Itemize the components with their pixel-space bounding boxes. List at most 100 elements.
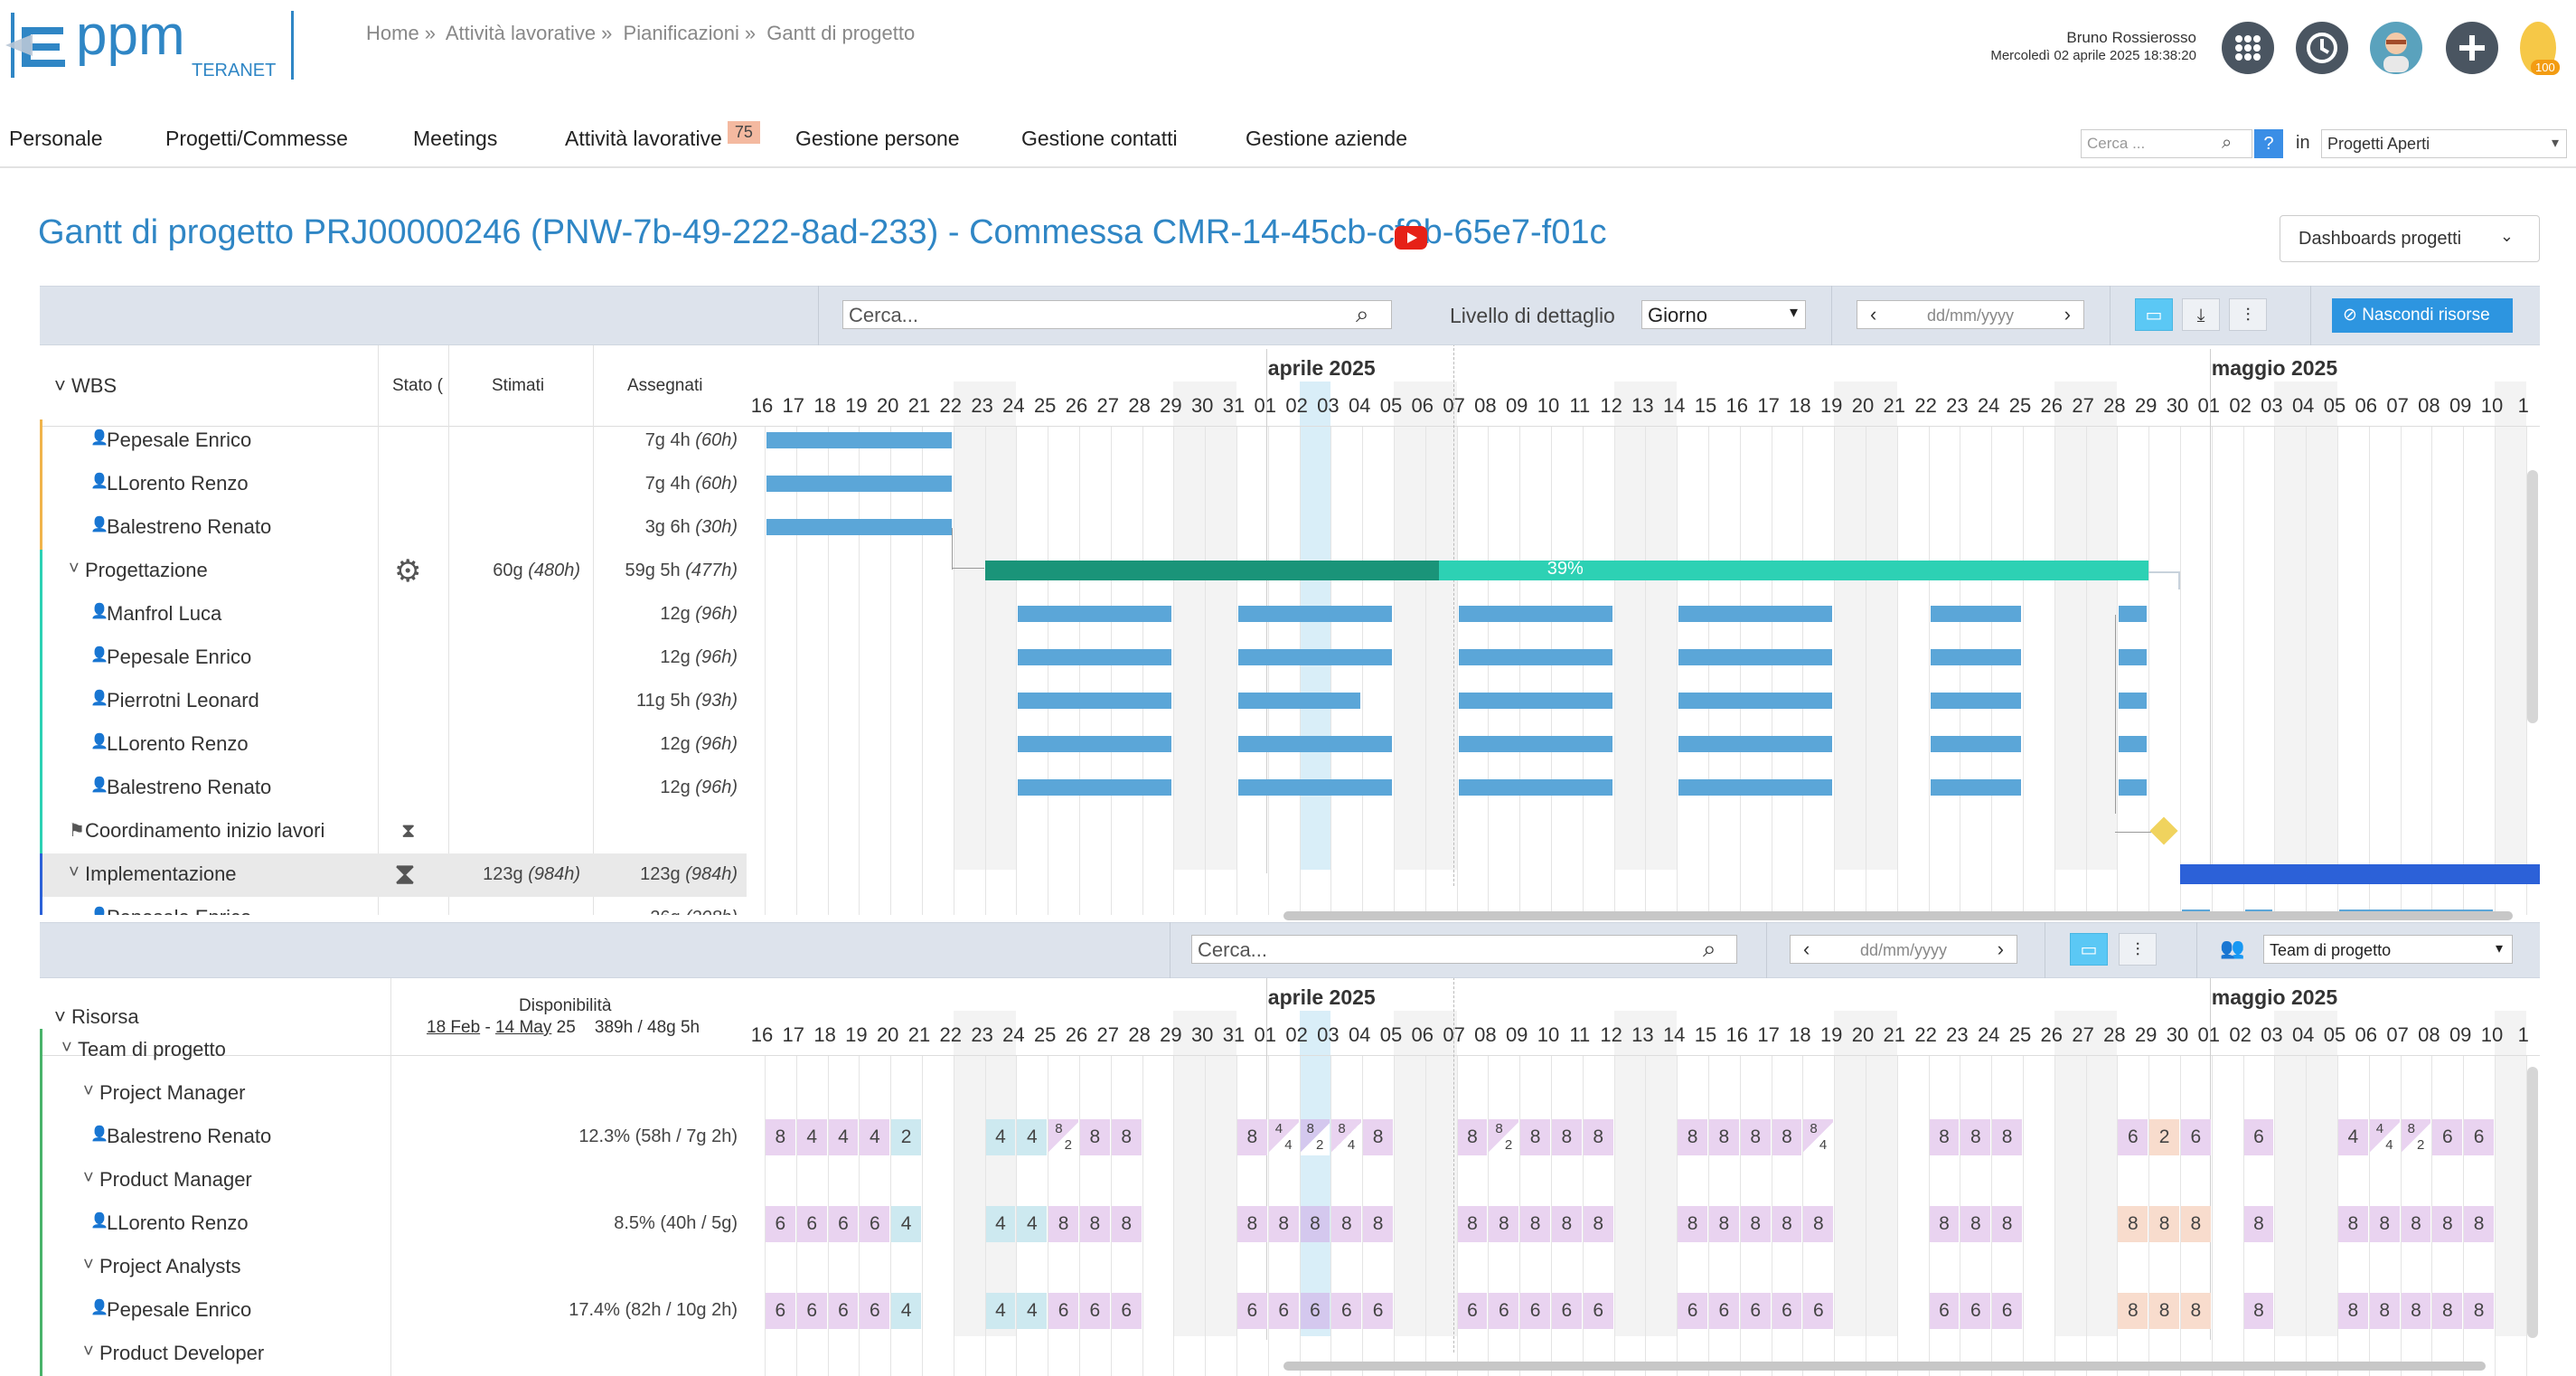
allocation-cell[interactable]: 8 [1552, 1206, 1582, 1242]
allocation-cell[interactable]: 2 [2149, 1119, 2179, 1155]
allocation-cell[interactable]: 8 [1331, 1206, 1362, 1242]
allocation-cell[interactable]: 6 [1992, 1293, 2022, 1329]
allocation-cell[interactable]: 8 [1992, 1119, 2022, 1155]
task-bar[interactable] [1238, 693, 1361, 709]
menu-meetings[interactable]: Meetings [413, 127, 498, 150]
wbs-row[interactable]: 👤 Pepesale Enrico 7g 4h (60h) [40, 419, 747, 463]
stimati-header[interactable]: Stimati [492, 376, 545, 395]
allocation-cell[interactable]: 6 [2181, 1119, 2211, 1155]
allocation-cell[interactable]: 6 [1111, 1293, 1142, 1329]
bottom-vertical-scrollbar[interactable] [2527, 1067, 2538, 1338]
allocation-cell[interactable]: 8 [2338, 1206, 2368, 1242]
task-bar[interactable] [2119, 693, 2148, 709]
wbs-row[interactable]: 👤 Balestreno Renato 12g (96h) [40, 767, 747, 810]
task-bar[interactable] [1018, 779, 1172, 796]
task-bar[interactable] [1458, 779, 1612, 796]
range-to[interactable]: 14 May [495, 1018, 552, 1037]
task-bar[interactable] [2119, 736, 2148, 752]
task-bar[interactable] [1238, 779, 1392, 796]
chevron-down-icon[interactable]: ˅ [83, 1081, 94, 1101]
allocation-cell[interactable]: 8 [1363, 1119, 1393, 1155]
allocation-cell[interactable]: 8 [1960, 1119, 1991, 1155]
task-bar[interactable] [1458, 606, 1612, 622]
allocation-cell[interactable]: 6 [1520, 1293, 1550, 1329]
allocation-cell[interactable]: 6 [1268, 1293, 1299, 1329]
allocation-cell[interactable]: 6 [796, 1293, 827, 1329]
project-filter-select[interactable]: Progetti Aperti ▾ [2321, 129, 2567, 158]
task-bar[interactable] [1678, 779, 1833, 796]
allocation-cell[interactable]: 8 [2118, 1293, 2148, 1329]
allocation-cell[interactable]: 8 [1520, 1119, 1550, 1155]
resource-row[interactable]: ˅ Product Manager [40, 1159, 747, 1202]
chevron-down-icon[interactable]: ˅ [69, 559, 80, 579]
allocation-cell[interactable]: 8 [1772, 1206, 1802, 1242]
allocation-cell[interactable]: 4 [891, 1206, 921, 1242]
task-bar[interactable] [1678, 736, 1833, 752]
chevron-down-icon[interactable]: ˅ [83, 1255, 94, 1275]
task-bar[interactable] [1930, 606, 2021, 622]
allocation-cell[interactable]: 8 [2401, 1206, 2431, 1242]
allocation-cell[interactable]: 6 [1363, 1293, 1393, 1329]
allocation-cell[interactable]: 8 [1803, 1206, 1834, 1242]
allocation-cell[interactable]: 4 [2338, 1119, 2368, 1155]
allocation-cell[interactable]: 4 [828, 1119, 859, 1155]
task-bar[interactable] [2119, 649, 2148, 665]
comment-toggle-icon[interactable]: ▭ [2135, 298, 2173, 331]
resource-row[interactable]: 👤 Pepesale Enrico 17.4% (82h / 10g 2h) [40, 1289, 747, 1333]
allocation-cell[interactable]: 8 [2118, 1206, 2148, 1242]
allocation-cell[interactable]: 4 [891, 1293, 921, 1329]
risorsa-header[interactable]: ˅ Risorsa [54, 1005, 139, 1029]
allocation-cell[interactable]: 6 [766, 1293, 795, 1329]
menu-search-input[interactable]: Cerca ... [2081, 129, 2252, 158]
allocation-cell[interactable]: 8 [1583, 1119, 1613, 1155]
allocation-cell[interactable]: 8 [1268, 1206, 1299, 1242]
detail-level-select[interactable]: Giorno ▾ [1641, 300, 1806, 329]
task-bar[interactable] [1238, 736, 1392, 752]
allocation-cell[interactable]: 8 [2181, 1293, 2211, 1329]
dashboards-button[interactable]: Dashboards progetti ⌄ [2280, 215, 2540, 262]
allocation-cell[interactable]: 6 [2432, 1119, 2463, 1155]
wbs-row[interactable]: 👤 Pepesale Enrico 12g (96h) [40, 636, 747, 680]
menu-attivita[interactable]: Attività lavorative 75 [565, 121, 760, 151]
task-bar[interactable] [766, 432, 952, 448]
allocation-cell[interactable]: 6 [860, 1206, 890, 1242]
next-date-icon[interactable]: › [1997, 938, 2004, 960]
menu-gestione-persone[interactable]: Gestione persone [795, 127, 960, 150]
task-bar[interactable] [1018, 693, 1172, 709]
allocation-cell[interactable]: 8 [1111, 1119, 1142, 1155]
allocation-cell[interactable]: 4 [1017, 1119, 1048, 1155]
task-bar[interactable] [766, 519, 952, 535]
chevron-down-icon[interactable]: ˅ [61, 1038, 72, 1058]
chevron-down-icon[interactable]: ˅ [69, 862, 80, 882]
prev-date-icon[interactable]: ‹ [1870, 303, 1877, 325]
allocation-cell[interactable]: 8 [1080, 1206, 1110, 1242]
wbs-row[interactable]: 👤 LLorento Renzo 7g 4h (60h) [40, 463, 747, 506]
date-picker[interactable]: ‹ dd/mm/yyyy › [1857, 300, 2084, 329]
allocation-cell[interactable]: 6 [1489, 1293, 1519, 1329]
allocation-cell[interactable]: 8 [1740, 1206, 1771, 1242]
allocation-cell[interactable]: 6 [1457, 1293, 1488, 1329]
allocation-cell[interactable]: 8 [2432, 1206, 2463, 1242]
menu-progetti[interactable]: Progetti/Commesse [165, 127, 348, 150]
allocation-cell[interactable]: 8 [1992, 1206, 2022, 1242]
search-icon[interactable]: ⌕ [2222, 133, 2233, 153]
plus-icon[interactable] [2446, 22, 2498, 74]
allocation-cell[interactable]: 2 [891, 1119, 921, 1155]
allocation-cell[interactable]: 6 [766, 1206, 795, 1242]
youtube-icon[interactable] [1395, 226, 1427, 250]
progress-remaining-bar[interactable] [1438, 561, 2149, 580]
task-bar[interactable] [1678, 606, 1833, 622]
allocation-cell[interactable]: 6 [1331, 1293, 1362, 1329]
task-bar[interactable] [1678, 693, 1833, 709]
date-input[interactable]: dd/mm/yyyy [1926, 306, 2014, 325]
allocation-cell[interactable]: 6 [1048, 1293, 1078, 1329]
gantt-search-input[interactable]: Cerca... [842, 300, 1392, 329]
avatar[interactable] [2370, 22, 2422, 74]
allocation-cell[interactable]: 8 [2338, 1293, 2368, 1329]
resources-date-picker[interactable]: ‹ dd/mm/yyyy › [1790, 935, 2017, 964]
settings-sliders-icon[interactable]: ⫶ [2119, 933, 2157, 966]
allocation-cell[interactable]: 8 [1929, 1206, 1960, 1242]
